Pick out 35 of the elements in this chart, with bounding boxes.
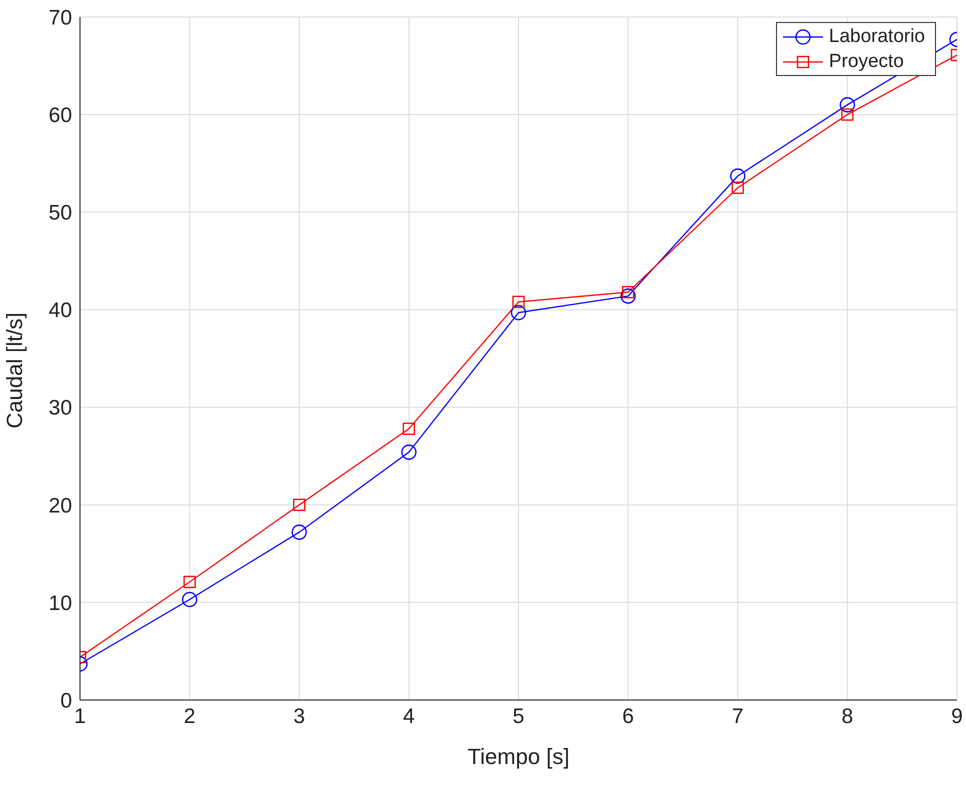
- point: [182, 592, 198, 608]
- y-tick-label: 50: [48, 202, 72, 225]
- point: [183, 576, 196, 588]
- point: [620, 288, 636, 304]
- x-tick-label: 1: [74, 704, 86, 728]
- y-tick-label: 10: [48, 592, 72, 615]
- point: [840, 97, 856, 112]
- x-tick-label: 3: [293, 704, 306, 728]
- point: [293, 498, 306, 512]
- point: [401, 444, 417, 460]
- x-tick-label: 6: [622, 704, 634, 728]
- x-tick-label: 7: [732, 704, 744, 728]
- point: [510, 304, 526, 320]
- y-axis-title: Caudal [lt/s]: [2, 312, 27, 428]
- y-tick-label: 70: [48, 6, 72, 30]
- x-tick-label: 4: [403, 704, 416, 728]
- x-tick-label: 5: [512, 704, 524, 728]
- x-tick-label: 2: [184, 704, 196, 728]
- y-tick-label: 20: [48, 494, 72, 518]
- point: [402, 422, 416, 435]
- point: [841, 108, 854, 121]
- point: [292, 524, 307, 540]
- point: [732, 182, 744, 194]
- legend-label: Laboratorio: [828, 25, 925, 49]
- y-tick-label: 60: [48, 104, 72, 128]
- point: [730, 168, 746, 184]
- y-tick-label: 40: [48, 299, 72, 322]
- x-tick-label: 8: [842, 704, 854, 728]
- point: [512, 296, 525, 308]
- x-tick-label: 9: [951, 704, 963, 728]
- y-tick-label: 0: [60, 689, 72, 712]
- point: [622, 286, 634, 298]
- y-tick-label: 30: [48, 396, 72, 420]
- x-axis-title: Tiempo [s]: [468, 744, 570, 769]
- legend-label: Proyecto: [828, 50, 904, 74]
